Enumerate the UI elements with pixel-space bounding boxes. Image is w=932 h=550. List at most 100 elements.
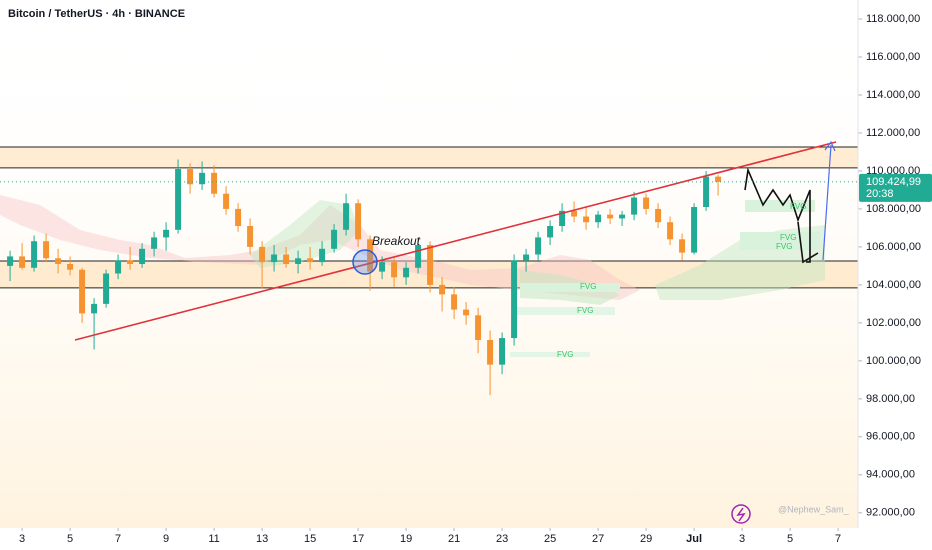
watermark: @Nephew_Sam_: [778, 504, 850, 514]
candle-body: [127, 260, 134, 264]
candle-body: [667, 222, 674, 240]
logo: [736, 507, 746, 522]
candle-body: [559, 210, 566, 227]
y-tick-label: 114.000,00: [866, 89, 920, 101]
candle-body: [523, 254, 530, 261]
candle-body: [331, 229, 338, 249]
y-tick-label: 102.000,00: [866, 317, 921, 329]
candle-body: [703, 176, 710, 208]
candle-body: [655, 208, 662, 223]
y-tick-label: 92.000,00: [866, 507, 915, 519]
candle-body: [247, 226, 254, 247]
candle-body: [391, 262, 398, 278]
y-tick-label: 104.000,00: [866, 279, 921, 291]
candle-body: [379, 262, 386, 272]
candle-body: [91, 303, 98, 314]
candle-body: [427, 245, 434, 285]
fvg-label: FVG: [790, 202, 806, 211]
last-price-box: [859, 173, 932, 202]
cloud-red: [0, 195, 640, 300]
fvg-box: [515, 307, 615, 315]
candle-body: [79, 269, 86, 314]
y-tick-label: 112.000,00: [866, 127, 920, 139]
x-tick-label: 11: [208, 533, 219, 545]
y-tick-label: 116.000,00: [866, 51, 920, 63]
candle-body: [67, 264, 74, 270]
candle-body: [43, 241, 50, 259]
candle-body: [211, 172, 218, 194]
candle-body: [607, 214, 614, 219]
annotation: Breakout: [372, 234, 421, 248]
candle-body: [55, 258, 62, 264]
candle-body: [163, 229, 170, 238]
candle-body: [403, 267, 410, 278]
x-tick-label: 3: [739, 533, 745, 545]
x-tick-label: 5: [67, 533, 73, 545]
candle-body: [511, 260, 518, 339]
x-tick-label: 7: [835, 533, 841, 545]
candle-body: [343, 203, 350, 230]
fvg-label: FVG: [580, 282, 596, 291]
x-tick-label: 17: [352, 533, 364, 545]
fvg-label: FVG: [577, 306, 593, 315]
fvg-label: FVG: [776, 242, 792, 251]
y-tick-label: 96.000,00: [866, 431, 915, 443]
fvg-label: FVG: [780, 233, 796, 242]
fvg-label: FVG: [557, 350, 573, 359]
candle-body: [223, 193, 230, 209]
x-tick-label: 29: [640, 533, 652, 545]
candle-body: [271, 254, 278, 263]
trendline: [74, 141, 837, 341]
candle-body: [499, 338, 506, 365]
y-tick-label: 110.000,00: [866, 165, 920, 177]
candles: [7, 159, 722, 396]
target-arrow: [822, 144, 832, 261]
y-tick-label: 106.000,00: [866, 241, 921, 253]
breakout-circle: [352, 249, 378, 275]
candle-body: [715, 176, 722, 182]
candle-body: [7, 256, 14, 266]
x-tick-label: 9: [163, 533, 169, 545]
candle-body: [439, 284, 446, 295]
x-tick-label: 21: [448, 533, 460, 545]
candle-body: [487, 339, 494, 365]
candle-body: [451, 294, 458, 310]
candle-body: [679, 239, 686, 253]
y-tick-label: 108.000,00: [866, 203, 921, 215]
axes: 118.000,00 116.000,00 114.000,00 112.000,00…: [19, 13, 921, 545]
candle-body: [691, 207, 698, 253]
candle-body: [367, 239, 374, 272]
x-tick-label: 7: [115, 533, 121, 545]
candle-body: [643, 197, 650, 209]
candle-body: [319, 248, 326, 263]
x-tick-label: Jul: [686, 533, 702, 545]
y-tick-label: 94.000,00: [866, 469, 915, 481]
projection-arrow: [797, 221, 819, 264]
candle-body: [139, 248, 146, 264]
candle-body: [283, 254, 290, 264]
candle-body: [547, 226, 554, 238]
candle-body: [415, 245, 422, 268]
candle-body: [19, 256, 26, 268]
candle-body: [535, 237, 542, 255]
target-arrow-head: [824, 140, 836, 152]
x-tick-label: 5: [787, 533, 793, 545]
candle-body: [631, 197, 638, 215]
candle-body: [295, 258, 302, 264]
candle-body: [571, 210, 578, 217]
candle-body: [103, 273, 110, 304]
logo: [731, 504, 751, 524]
cloud-green: [250, 200, 360, 268]
x-tick-label: 3: [19, 533, 25, 545]
candle-body: [151, 237, 158, 249]
y-tick-label: 100.000,00: [866, 355, 921, 367]
candle-body: [595, 214, 602, 223]
candle-body: [355, 203, 362, 240]
candle-body: [307, 258, 314, 263]
candle-body: [199, 172, 206, 185]
projection-path: [744, 167, 811, 263]
x-tick-label: 19: [400, 533, 412, 545]
resistance-zone: [0, 146, 858, 168]
candle-body: [31, 241, 38, 268]
last-price-label: 109.424,99: [866, 176, 921, 188]
